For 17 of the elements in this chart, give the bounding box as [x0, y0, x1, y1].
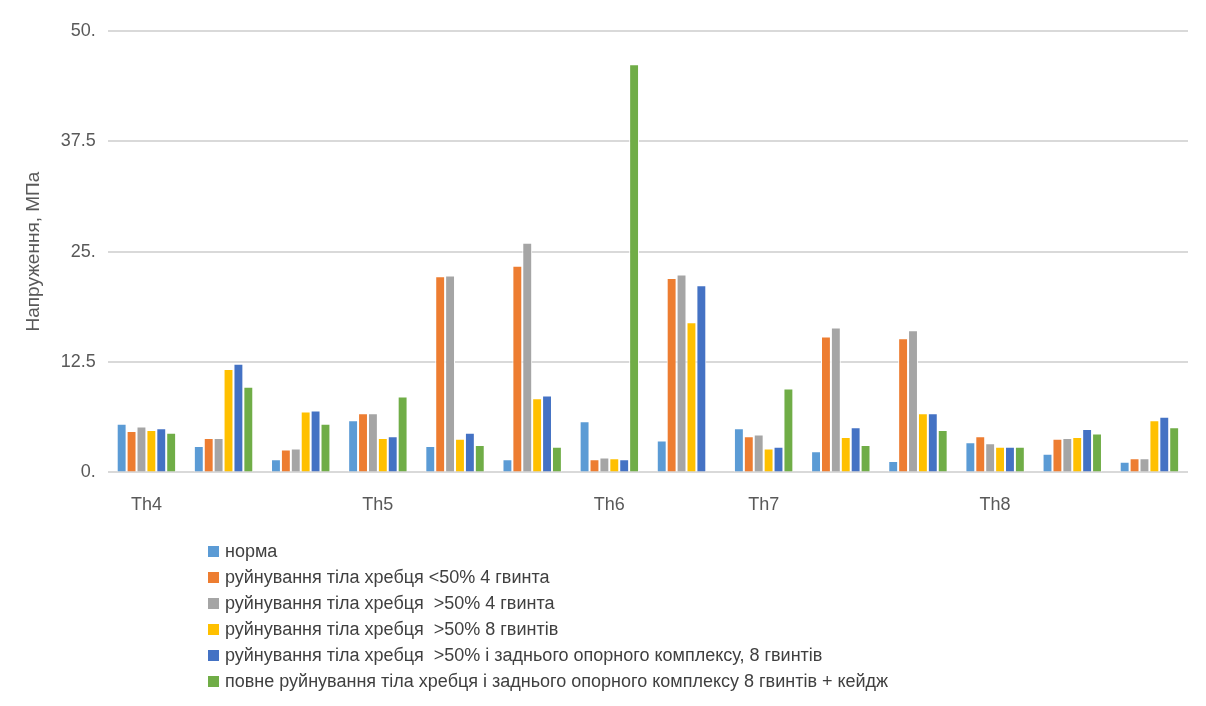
x-tick-label: Th8 [979, 494, 1011, 515]
legend-label: норма [225, 540, 278, 563]
y-tick-label: 12.5 [60, 350, 96, 371]
legend-label: руйнування тіла хребця >50% 4 гвинта [225, 592, 555, 615]
legend-label: руйнування тіла хребця <50% 4 гвинта [225, 566, 550, 589]
legend-label: руйнування тіла хребця >50% і заднього опорного комплексу, 8 гвинтів [225, 644, 823, 667]
legend-label: повне руйнування тіла хребця і заднього опорного комплексу 8 гвинтів + кейдж [225, 670, 889, 693]
y-tick-label: 50. [70, 19, 96, 40]
y-tick-label: 37.5 [60, 130, 96, 151]
x-tick-label: Th6 [593, 494, 625, 515]
legend-label: руйнування тіла хребця >50% 8 гвинтів [225, 618, 559, 641]
y-tick-label: 25. [70, 240, 96, 261]
x-tick-label: Th7 [748, 494, 780, 515]
y-tick-label: 0. [80, 461, 96, 482]
y-axis-title: Напруження, МПа [21, 171, 43, 332]
x-tick-label: Th4 [130, 494, 162, 515]
x-tick-label: Th5 [362, 494, 394, 515]
